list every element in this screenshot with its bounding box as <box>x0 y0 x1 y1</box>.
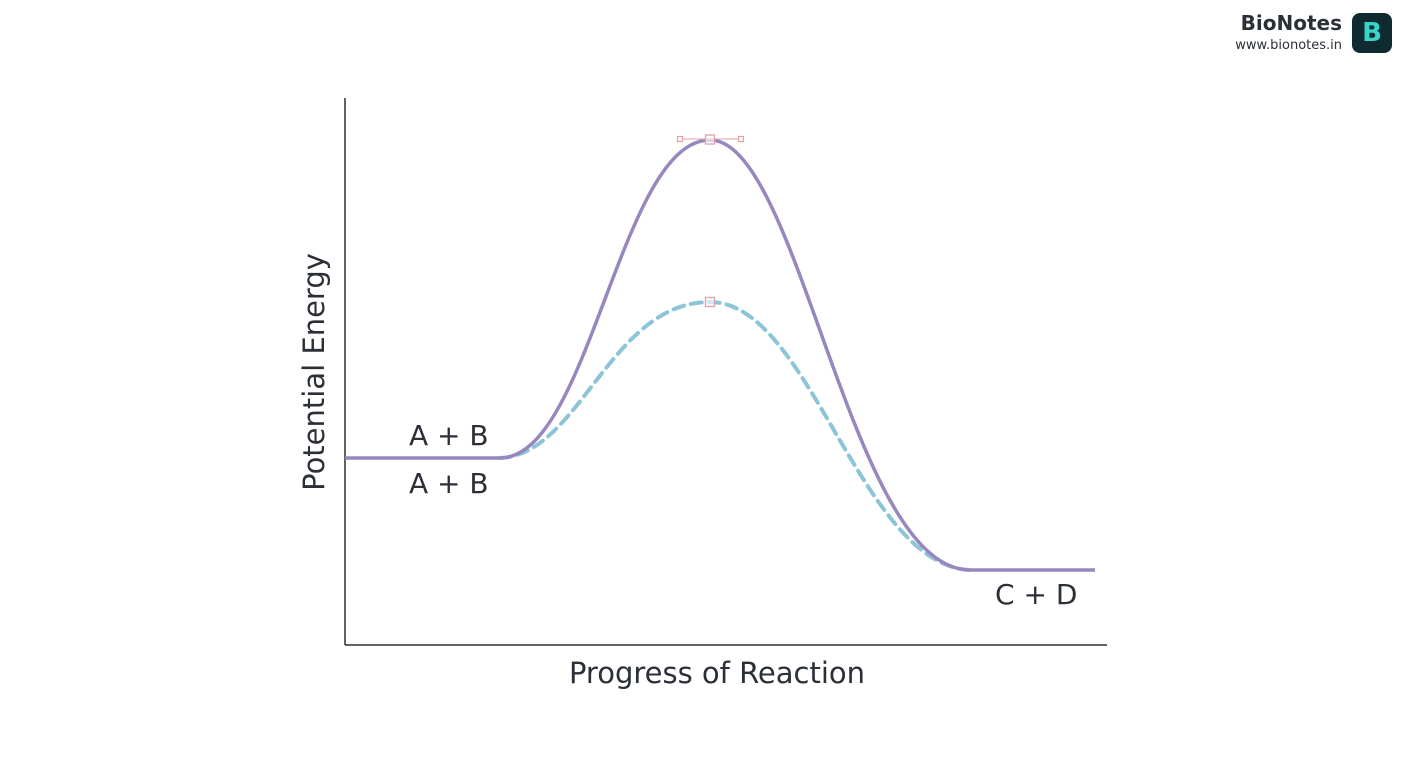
reactants-label-upper: A + B <box>409 419 489 452</box>
brand-logo-icon: B <box>1352 12 1392 53</box>
brand-url: www.bionotes.in <box>1235 38 1342 53</box>
x-axis-label: Progress of Reaction <box>569 656 865 690</box>
uncatalyzed-curve <box>345 138 1095 572</box>
products-label: C + D <box>995 578 1077 611</box>
peak-handle-left <box>676 135 684 143</box>
catalyzed-peak-marker <box>704 296 716 308</box>
brand-text: BioNotes www.bionotes.in <box>1235 12 1342 53</box>
reactants-label-lower: A + B <box>409 467 489 500</box>
y-axis-label: Potential Energy <box>297 253 331 491</box>
catalyzed-curve <box>498 299 972 572</box>
brand-name: BioNotes <box>1240 11 1342 35</box>
uncatalyzed-peak-marker <box>704 134 716 145</box>
brand-block: BioNotes www.bionotes.in B <box>1235 12 1392 53</box>
peak-handle-right <box>737 135 745 143</box>
